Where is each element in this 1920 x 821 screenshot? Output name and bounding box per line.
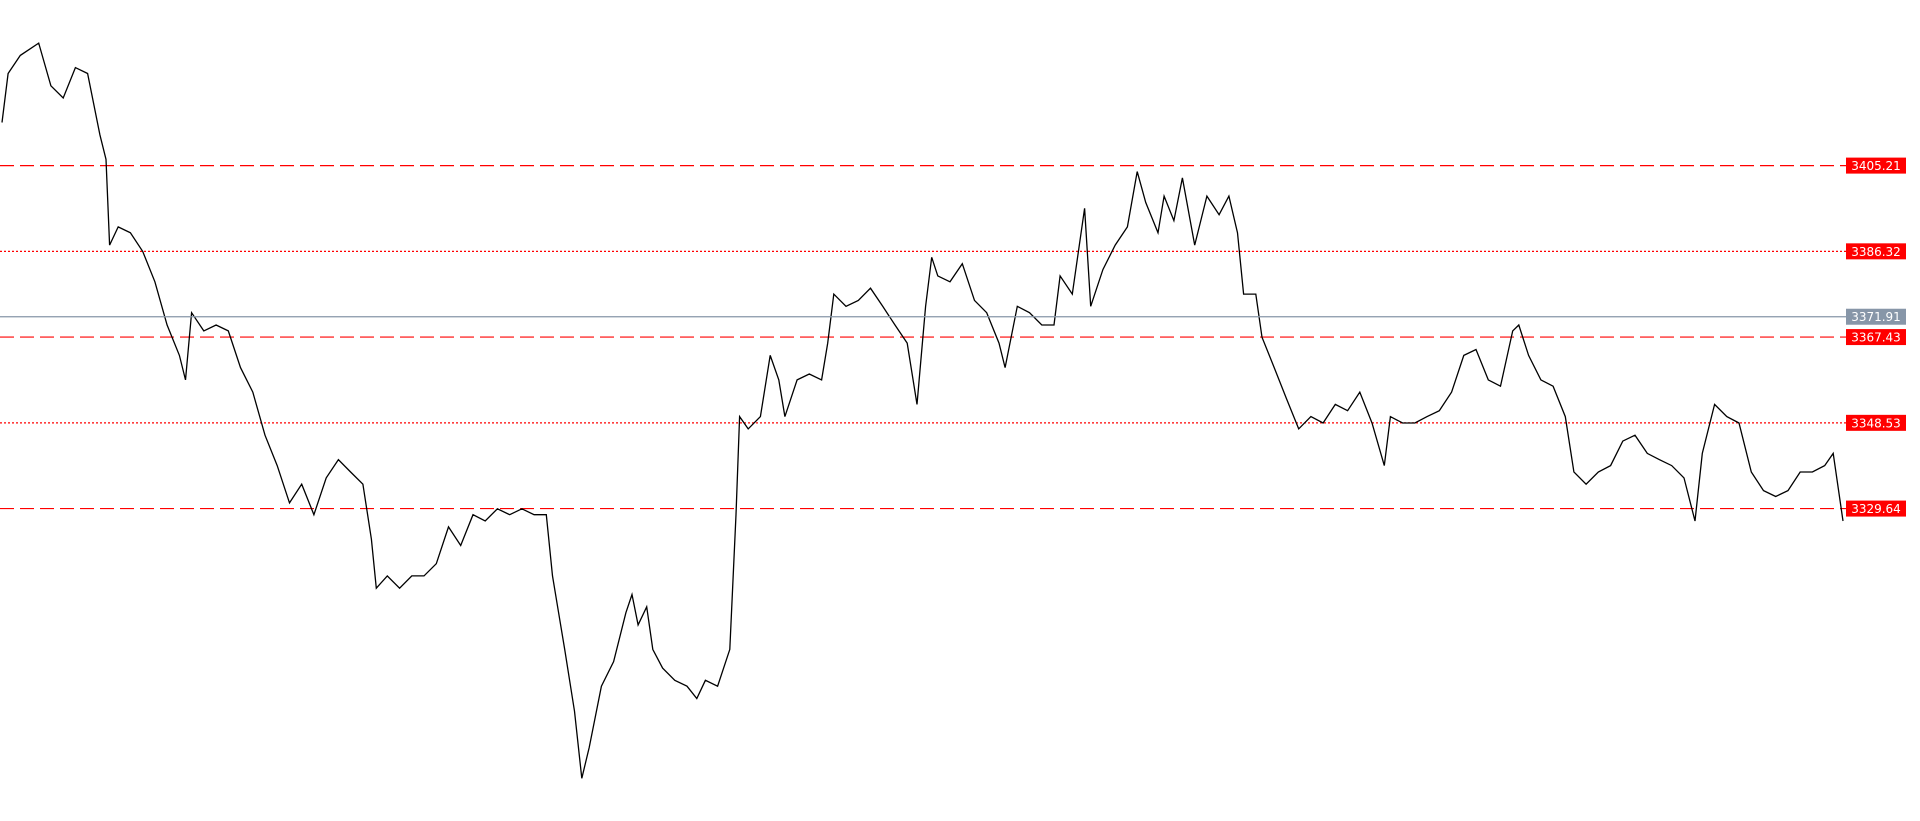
price-label-bg bbox=[1846, 243, 1906, 260]
price-label: 3329.64 bbox=[1851, 502, 1901, 516]
price-label: 3348.53 bbox=[1851, 416, 1901, 430]
price-label-bg bbox=[1846, 308, 1906, 325]
price-label-bg bbox=[1846, 414, 1906, 431]
price-label-bg bbox=[1846, 157, 1906, 174]
price-label: 3386.32 bbox=[1851, 245, 1901, 259]
price-label: 3371.91 bbox=[1851, 310, 1901, 324]
price-label-bg bbox=[1846, 329, 1906, 346]
price-label-bg bbox=[1846, 500, 1906, 517]
price-line bbox=[1, 42, 1844, 779]
price-label: 3405.21 bbox=[1851, 159, 1901, 173]
price-label: 3367.43 bbox=[1851, 331, 1901, 345]
